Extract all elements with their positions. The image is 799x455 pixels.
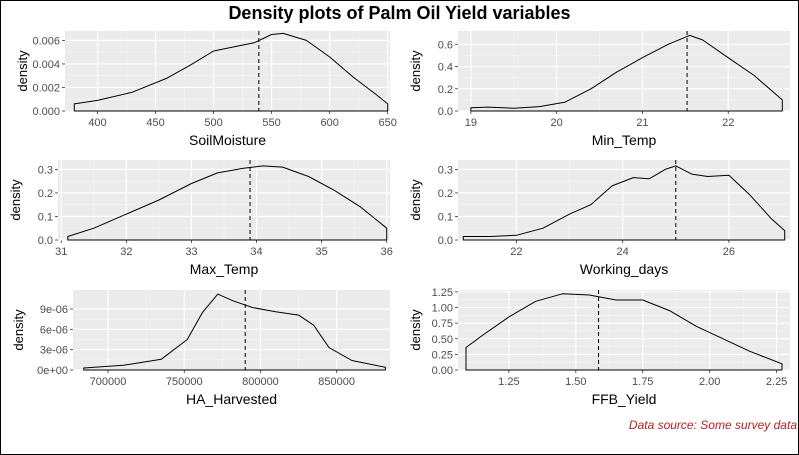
x-axis-title: Working_days: [580, 261, 668, 277]
y-tick-label: 0.3: [438, 164, 453, 176]
x-tick-label: 1.50: [565, 376, 586, 388]
figure-title: Density plots of Palm Oil Yield variable…: [228, 3, 571, 23]
x-tick-label: 20: [551, 117, 563, 129]
y-tick-label: 1.25: [432, 287, 453, 299]
x-tick-label: 22: [722, 117, 734, 129]
y-axis-title: density: [408, 309, 423, 351]
x-tick-label: 2.25: [766, 376, 787, 388]
y-tick-label: 0.25: [432, 349, 453, 361]
y-axis-title: density: [408, 50, 423, 92]
y-tick-label: 0.004: [32, 59, 60, 71]
density-curve: [83, 293, 386, 371]
source-note: Data source: Some survey data: [628, 418, 797, 432]
y-tick-label: 0.6: [438, 39, 453, 51]
x-tick-label: 800000: [242, 376, 279, 388]
x-axis-title: SoilMoisture: [189, 132, 266, 148]
y-tick-label: 0.4: [438, 62, 453, 74]
x-tick-label: 450: [146, 117, 164, 129]
density-curve: [465, 293, 783, 371]
density-panel-FFB_Yield: 1.25 1.50 1.75 2.00 2.25 0.00 0.25 0.50 0.75 1.00…: [408, 287, 790, 407]
x-tick-label: 600: [320, 117, 338, 129]
density-curve: [67, 165, 388, 241]
y-tick-label: 0.006: [32, 35, 60, 47]
x-axis-title: Min_Temp: [592, 132, 657, 148]
y-tick-label: 0.000: [32, 106, 60, 118]
panel-background: [458, 160, 790, 240]
y-tick-label: 0.2: [438, 84, 453, 96]
density-panel-Min_Temp: 19 20 21 22 0.0 0.2 0.4 0.6 Min_Temp density: [408, 31, 790, 148]
y-axis-title: density: [8, 179, 23, 221]
y-tick-label: 0.2: [438, 188, 453, 200]
y-tick-label: 9e-06: [40, 304, 68, 316]
x-tick-label: 26: [723, 246, 735, 258]
x-tick-label: 21: [636, 117, 648, 129]
x-tick-label: 34: [250, 246, 262, 258]
x-tick-label: 31: [55, 246, 67, 258]
y-tick-label: 0.0: [438, 106, 453, 118]
x-tick-label: 850000: [318, 376, 355, 388]
y-axis-title: density: [408, 179, 423, 221]
panel-background: [458, 290, 790, 370]
x-tick-label: 24: [617, 246, 629, 258]
density-panel-HA_Harvested: 700000 750000 800000 850000 0e+00 3e-06 6e-06 9…: [11, 290, 390, 407]
x-tick-label: 33: [185, 246, 197, 258]
y-tick-label: 0.0: [38, 235, 53, 247]
y-tick-label: 0.75: [432, 318, 453, 330]
x-tick-label: 1.25: [498, 376, 519, 388]
x-axis-title: Max_Temp: [190, 261, 259, 277]
x-tick-label: 2.00: [699, 376, 720, 388]
x-tick-label: 19: [465, 117, 477, 129]
density-curve: [462, 165, 786, 241]
y-tick-label: 0.3: [38, 164, 53, 176]
density-curve: [470, 34, 783, 112]
x-tick-label: 400: [88, 117, 106, 129]
x-tick-label: 32: [120, 246, 132, 258]
density-panel-SoilMoisture: 400 450 500 550 600 650 0.000 0.002 0.004 0.006 So…: [15, 31, 397, 148]
y-tick-label: 1.00: [432, 303, 453, 315]
y-axis-title: density: [15, 50, 30, 92]
x-tick-label: 36: [381, 246, 393, 258]
y-tick-label: 0.002: [32, 82, 60, 94]
x-tick-label: 22: [510, 246, 522, 258]
x-tick-label: 550: [262, 117, 280, 129]
x-tick-label: 500: [204, 117, 222, 129]
y-tick-label: 0.1: [38, 211, 53, 223]
y-axis-title: density: [11, 309, 26, 351]
y-tick-label: 0.50: [432, 334, 453, 346]
y-tick-label: 0.0: [438, 235, 453, 247]
density-curve: [73, 32, 389, 112]
x-tick-label: 1.75: [632, 376, 653, 388]
y-tick-label: 6e-06: [40, 324, 68, 336]
y-tick-label: 0.00: [432, 365, 453, 377]
x-tick-label: 750000: [166, 376, 203, 388]
x-axis-title: HA_Harvested: [186, 391, 277, 407]
density-panel-Max_Temp: 31 32 33 34 35 36 0.0 0.1 0.2 0.3 Max_Temp density: [8, 160, 393, 277]
panel-background: [73, 290, 390, 370]
x-tick-label: 650: [378, 117, 396, 129]
panel-background: [458, 31, 790, 111]
x-axis-title: FFB_Yield: [592, 391, 657, 407]
panel-background: [65, 31, 390, 111]
y-tick-label: 0e+00: [37, 365, 68, 377]
x-tick-label: 35: [316, 246, 328, 258]
y-tick-label: 0.1: [438, 211, 453, 223]
y-tick-label: 0.2: [38, 188, 53, 200]
density-panel-Working_days: 22 24 26 0.0 0.1 0.2 0.3 Working_days density: [408, 160, 790, 277]
x-tick-label: 700000: [90, 376, 127, 388]
y-tick-label: 3e-06: [40, 345, 68, 357]
